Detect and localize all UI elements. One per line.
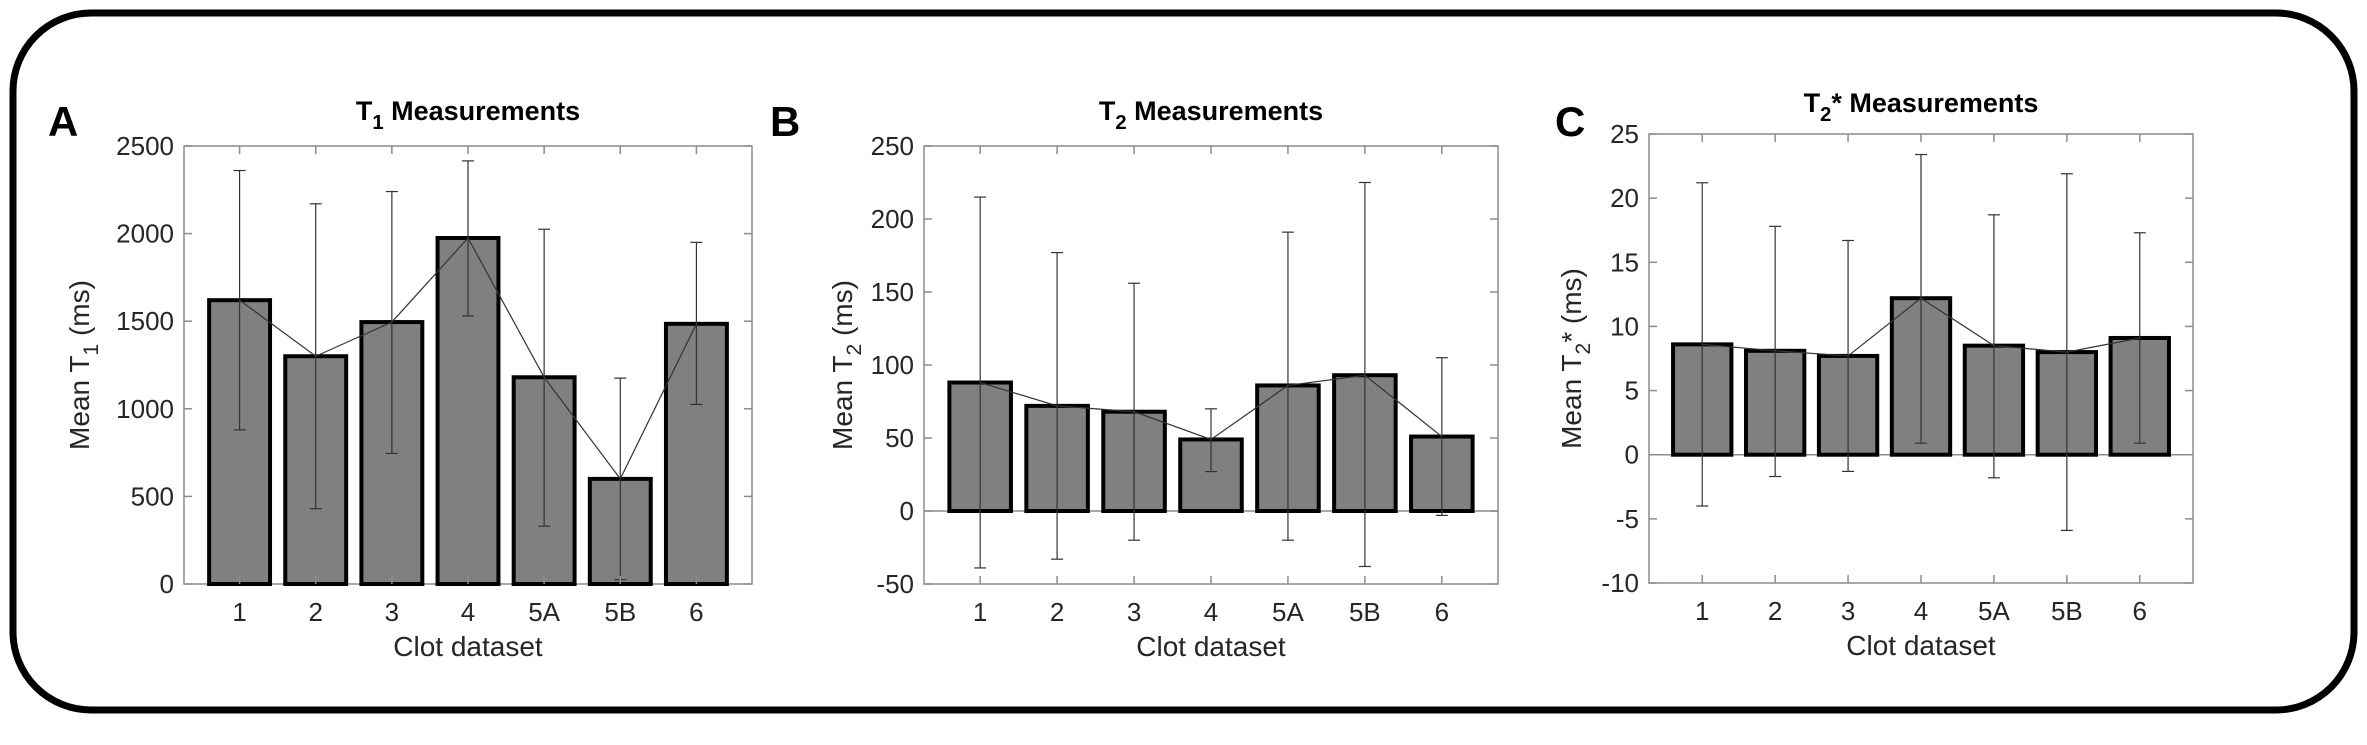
y-tick-label: 200	[871, 204, 914, 234]
x-tick-label: 1	[232, 597, 246, 627]
y-tick-label: 500	[131, 481, 174, 511]
y-axis-label-rest: (ms)	[827, 280, 858, 344]
chart-title: T2* Measurements	[1804, 88, 2039, 126]
chart-title-subscript: 1	[372, 112, 383, 134]
y-tick-label: 150	[871, 277, 914, 307]
panel-label: B	[770, 98, 800, 145]
figure-frame	[9, 9, 2358, 714]
x-tick-label: 6	[2133, 596, 2147, 626]
y-axis-label-subscript: 1	[80, 344, 103, 356]
chart-title-main: T	[1099, 96, 1116, 126]
chart-title-rest: Measurements	[384, 96, 581, 126]
y-tick-label: -10	[1601, 568, 1639, 598]
y-tick-label: 0	[1625, 440, 1639, 470]
x-tick-label: 5B	[604, 597, 636, 627]
x-tick-label: 5A	[1978, 596, 2010, 626]
x-tick-label: 4	[1204, 597, 1218, 627]
y-tick-label: 0	[160, 569, 174, 599]
x-tick-label: 5A	[1272, 597, 1304, 627]
y-axis-label-main: Mean T	[1556, 354, 1587, 448]
axes-box	[923, 145, 1499, 585]
x-tick-label: 5B	[1349, 597, 1381, 627]
y-tick-label: 2500	[116, 131, 174, 161]
x-tick-label: 4	[461, 597, 475, 627]
chart-title-subscript: 2	[1115, 112, 1126, 134]
chart-title: T1 Measurements	[356, 96, 580, 134]
y-tick-label: -5	[1616, 504, 1639, 534]
x-tick-label: 2	[308, 597, 322, 627]
chart-title-rest: Measurements	[1127, 96, 1324, 126]
y-tick-label: 100	[871, 350, 914, 380]
chart-title: T2 Measurements	[1099, 96, 1323, 134]
y-axis-label-rest: (ms)	[64, 280, 95, 344]
chart-title-main: T	[1804, 88, 1821, 118]
y-tick-label: 1500	[116, 306, 174, 336]
y-axis-label-subscript: 2	[1572, 343, 1595, 355]
y-tick-label: 20	[1610, 183, 1639, 213]
y-axis-label: Mean T1 (ms)	[64, 280, 103, 450]
x-tick-label: 6	[1435, 597, 1449, 627]
x-tick-label: 3	[1841, 596, 1855, 626]
x-axis-label: Clot dataset	[393, 631, 543, 662]
x-tick-label: 1	[1695, 596, 1709, 626]
chart-title-rest: * Measurements	[1831, 88, 2038, 118]
x-tick-label: 4	[1914, 596, 1928, 626]
y-axis-label-main: Mean T	[827, 356, 858, 450]
y-tick-label: 15	[1610, 247, 1639, 277]
x-tick-label: 3	[385, 597, 399, 627]
y-tick-label: 5	[1625, 376, 1639, 406]
y-tick-label: 0	[900, 496, 914, 526]
x-tick-label: 3	[1127, 597, 1141, 627]
y-axis-label-rest: * (ms)	[1556, 268, 1587, 343]
y-axis-label: Mean T2 (ms)	[827, 280, 866, 450]
panel-label: C	[1555, 98, 1585, 145]
y-axis-label-main: Mean T	[64, 356, 95, 450]
x-tick-label: 5B	[2051, 596, 2083, 626]
y-tick-label: 1000	[116, 394, 174, 424]
y-tick-label: -50	[876, 569, 914, 599]
x-axis-label: Clot dataset	[1846, 630, 1996, 661]
x-tick-label: 5A	[528, 597, 560, 627]
y-tick-label: 50	[885, 423, 914, 453]
x-tick-label: 6	[689, 597, 703, 627]
y-axis-label: Mean T2* (ms)	[1556, 268, 1595, 449]
y-axis-label-subscript: 2	[843, 344, 866, 356]
y-tick-label: 10	[1610, 311, 1639, 341]
panel-label: A	[48, 98, 78, 145]
y-tick-label: 2000	[116, 219, 174, 249]
x-axis-label: Clot dataset	[1136, 631, 1286, 662]
chart-title-subscript: 2	[1820, 104, 1831, 126]
y-tick-label: 250	[871, 131, 914, 161]
x-tick-label: 2	[1768, 596, 1782, 626]
x-tick-label: 2	[1050, 597, 1064, 627]
chart-title-main: T	[356, 96, 373, 126]
x-tick-label: 1	[973, 597, 987, 627]
y-tick-label: 25	[1610, 119, 1639, 149]
